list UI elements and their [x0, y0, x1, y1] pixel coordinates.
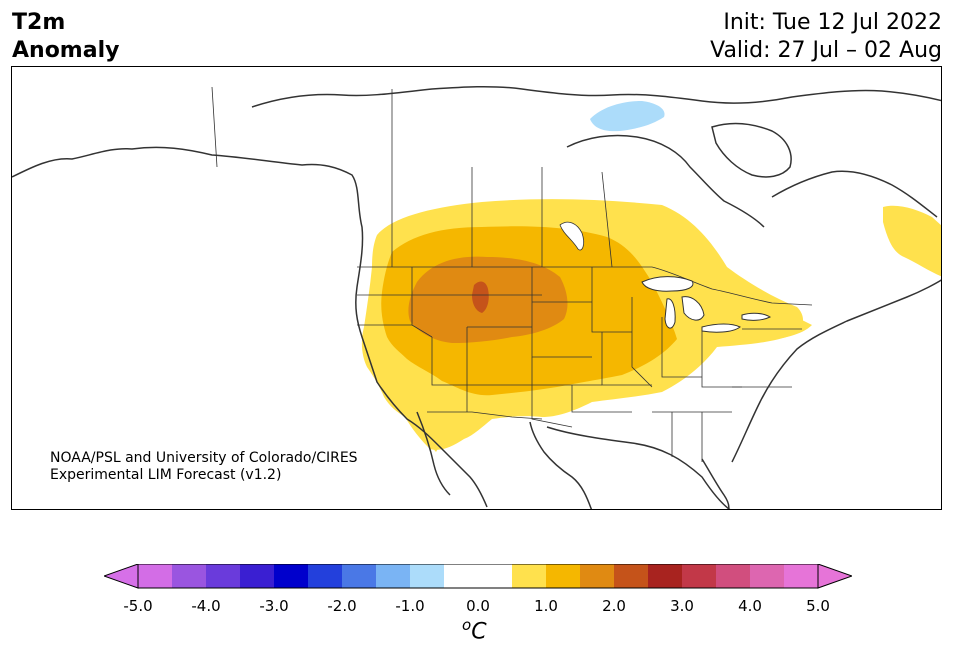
- credit-line-2: Experimental LIM Forecast (v1.2): [50, 467, 282, 483]
- colorbar-unit-label: oC: [462, 616, 487, 644]
- colorbar-cell: [784, 564, 819, 588]
- colorbar-cells: [138, 564, 819, 588]
- coastline-east: [731, 279, 941, 463]
- colorbar-cell: [478, 564, 513, 588]
- lake-ontario: [741, 312, 771, 321]
- colorbar-cell: [546, 564, 581, 588]
- colorbar-tick-label: -2.0: [327, 597, 357, 615]
- colorbar-outline: [137, 564, 819, 589]
- anomaly-shading: [361, 101, 941, 452]
- state-line-oh-ky: [701, 327, 742, 388]
- title-line-1: T2m: [12, 10, 66, 35]
- colorbar-tick-label: 4.0: [738, 597, 762, 615]
- colorbar-tick-label: -4.0: [191, 597, 221, 615]
- colorbar-tick-label: 1.0: [534, 597, 558, 615]
- state-line-wi-il: [631, 297, 653, 388]
- state-line-ok-ar: [571, 385, 632, 413]
- colorbar-cell: [682, 564, 717, 588]
- state-line-id: [411, 267, 433, 338]
- forecast-dates: Init: Tue 12 Jul 2022 Valid: 27 Jul – 02…: [710, 9, 942, 65]
- lake-winnipeg: [559, 221, 585, 251]
- colorbar-tick-label: 2.0: [602, 597, 626, 615]
- lake-michigan: [664, 298, 676, 329]
- coastline-hudson: [566, 134, 765, 228]
- anomaly-map: [12, 85, 941, 509]
- colorbar-cell: [410, 564, 445, 588]
- colorbar-over-arrow: [817, 564, 852, 589]
- colorbar-cell: [376, 564, 411, 588]
- colorbar-cell: [206, 564, 241, 588]
- us-mexico-border: [427, 411, 543, 420]
- great-lakes: [641, 276, 771, 333]
- us-canada-border: [357, 266, 813, 306]
- colorbar-cell: [614, 564, 649, 588]
- colorbar-tick-label: 0.0: [466, 597, 490, 615]
- coastline-florida: [701, 458, 730, 509]
- colorbar-cell: [750, 564, 785, 588]
- colorbar: [104, 564, 852, 589]
- anomaly-region-light-yellow-ne: [883, 205, 941, 277]
- colorbar-cell: [308, 564, 343, 588]
- province-line-5: [601, 171, 613, 268]
- unit-degree: o: [462, 616, 472, 634]
- lake-erie: [701, 323, 741, 333]
- coastline-labrador: [771, 170, 938, 218]
- colorbar-cell: [138, 564, 173, 588]
- coastline-baffin: [711, 122, 792, 178]
- lake-huron: [681, 296, 705, 321]
- valid-date: Valid: 27 Jul – 02 Aug: [710, 38, 942, 63]
- map-title: T2m Anomaly: [12, 9, 119, 65]
- anomaly-region-red-orange: [472, 281, 489, 313]
- coastline-west: [12, 146, 488, 508]
- colorbar-tick-label: -5.0: [123, 597, 153, 615]
- state-line-nv-ut: [431, 337, 467, 386]
- colorbar-cell: [444, 564, 479, 588]
- state-line-mi-in: [661, 317, 702, 378]
- coastline-arctic: [251, 85, 941, 108]
- colorbar-cell: [172, 564, 207, 588]
- state-line-al-ga: [671, 412, 703, 462]
- state-line-ia-mo: [601, 332, 652, 386]
- colorbar-cell: [716, 564, 751, 588]
- coastline-gulf: [546, 426, 731, 509]
- colorbar-cell: [342, 564, 377, 588]
- title-line-2: Anomaly: [12, 38, 120, 63]
- colorbar-tick-label: -3.0: [259, 597, 289, 615]
- credit-text: NOAA/PSL and University of Colorado/CIRE…: [50, 450, 358, 484]
- coastlines: [12, 85, 941, 509]
- province-line-1: [211, 86, 218, 168]
- coastline-baja: [416, 411, 451, 496]
- anomaly-region-light-blue: [590, 101, 665, 132]
- unit-letter: C: [471, 619, 487, 645]
- map-panel: NOAA/PSL and University of Colorado/CIRE…: [11, 66, 942, 510]
- colorbar-under-arrow: [104, 564, 139, 589]
- colorbar-tick-label: -1.0: [395, 597, 425, 615]
- colorbar-cell: [274, 564, 309, 588]
- colorbar-cell: [648, 564, 683, 588]
- political-boundaries: [211, 86, 813, 462]
- init-date: Init: Tue 12 Jul 2022: [723, 10, 942, 35]
- lake-superior: [641, 276, 694, 292]
- colorbar-cell: [580, 564, 615, 588]
- anomaly-region-light-yellow-baja: [420, 407, 440, 452]
- colorbar-tick-label: 3.0: [670, 597, 694, 615]
- colorbar-tick-label: 5.0: [806, 597, 830, 615]
- credit-line-1: NOAA/PSL and University of Colorado/CIRE…: [50, 450, 358, 466]
- state-line-mn: [591, 267, 632, 333]
- colorbar-cell: [512, 564, 547, 588]
- coastline-mexico-east: [529, 421, 593, 509]
- state-line-tx: [531, 385, 573, 428]
- colorbar-cell: [240, 564, 275, 588]
